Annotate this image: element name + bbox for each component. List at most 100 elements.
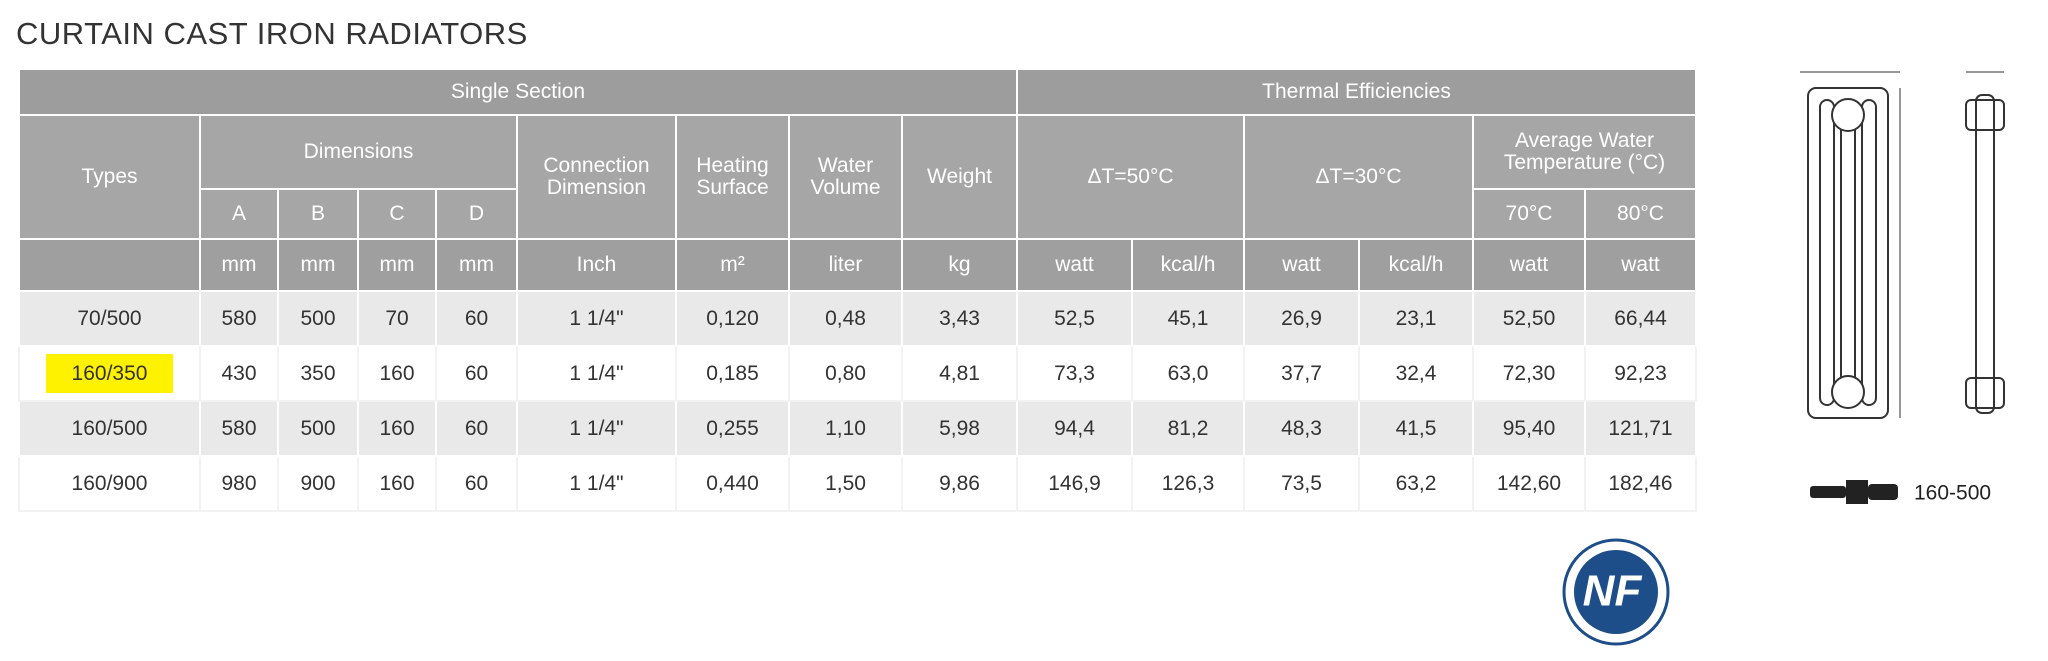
header: A — [199, 188, 279, 240]
header: B — [277, 188, 359, 240]
cell-text: 900 — [300, 471, 336, 495]
unit-header: kg — [901, 238, 1018, 292]
value-cell: 160 — [357, 345, 437, 402]
header: Weight — [901, 114, 1018, 240]
value-cell: 121,71 — [1584, 400, 1697, 457]
unit-header: watt — [1472, 238, 1586, 292]
unit-header: liter — [788, 238, 903, 292]
value-cell: 430 — [199, 345, 279, 402]
header: D — [435, 188, 518, 240]
cell-text: 41,5 — [1395, 416, 1437, 440]
cell-text: 73,3 — [1054, 361, 1095, 385]
value-cell: 580 — [199, 400, 279, 457]
cell-text: 23,1 — [1395, 306, 1437, 330]
value-cell: 48,3 — [1243, 400, 1360, 457]
value-cell: 70 — [357, 290, 437, 347]
type-cell: 160/350 — [18, 345, 201, 402]
header: 80°C — [1584, 188, 1697, 240]
value-cell: 1 1/4" — [516, 290, 677, 347]
type-cell: 160/900 — [18, 455, 201, 512]
group-header: Thermal Efficiencies — [1016, 68, 1697, 116]
value-cell: 60 — [435, 290, 518, 347]
cell-text: 60 — [464, 471, 489, 495]
value-cell: 4,81 — [901, 345, 1018, 402]
header: C — [357, 188, 437, 240]
cell-text: 95,40 — [1502, 416, 1556, 440]
value-cell: 1,10 — [788, 400, 903, 457]
value-cell: 52,5 — [1016, 290, 1133, 347]
cell-text: 126,3 — [1161, 471, 1215, 495]
cell-text: 52,5 — [1054, 306, 1095, 330]
value-cell: 72,30 — [1472, 345, 1586, 402]
cell-text: 121,71 — [1608, 416, 1673, 440]
cell-text: 0,255 — [706, 416, 759, 440]
table-row: 160/500 580 500 160 60 1 1/4" 0,255 1,10 5,98 94,… — [18, 400, 1697, 457]
header: ΔT=50°C — [1016, 114, 1245, 240]
cell-text: 0,48 — [825, 306, 866, 330]
radiator-side — [1965, 71, 2005, 414]
cell-text: 160 — [379, 416, 415, 440]
value-cell: 95,40 — [1472, 400, 1586, 457]
value-cell: 41,5 — [1358, 400, 1474, 457]
header: Dimensions — [199, 114, 518, 190]
header-blank — [18, 238, 201, 292]
cell-text: 48,3 — [1281, 416, 1322, 440]
value-cell: 66,44 — [1584, 290, 1697, 347]
cell-text: 52,50 — [1502, 306, 1556, 330]
connector-icon — [1810, 480, 1898, 504]
cell-text: 142,60 — [1496, 471, 1562, 495]
cell-text: 580 — [221, 306, 257, 330]
cell-text: 70/500 — [77, 306, 142, 330]
cell-text: 32,4 — [1395, 361, 1437, 385]
nf-logo: NF — [1562, 538, 1670, 646]
header: Types — [18, 114, 201, 240]
cell-text: 1 1/4" — [569, 306, 624, 330]
value-cell: 0,48 — [788, 290, 903, 347]
cell-text: 580 — [221, 416, 257, 440]
cell-text: 60 — [464, 361, 489, 385]
value-cell: 5,98 — [901, 400, 1018, 457]
cell-text: 500 — [300, 306, 336, 330]
cell-text: 92,23 — [1614, 361, 1667, 385]
cell-text: 160/900 — [71, 471, 148, 495]
value-cell: 9,86 — [901, 455, 1018, 512]
unit-header: watt — [1243, 238, 1360, 292]
cell-text: 1,50 — [825, 471, 866, 495]
cell-text: 500 — [300, 416, 336, 440]
cell-text: 26,9 — [1281, 306, 1322, 330]
value-cell: 1,50 — [788, 455, 903, 512]
cell-text: 73,5 — [1281, 471, 1322, 495]
value-cell: 45,1 — [1131, 290, 1245, 347]
value-cell: 146,9 — [1016, 455, 1133, 512]
cell-text: 1 1/4" — [569, 361, 624, 385]
value-cell: 3,43 — [901, 290, 1018, 347]
value-cell: 126,3 — [1131, 455, 1245, 512]
cell-text: 5,98 — [939, 416, 980, 440]
cell-text: 60 — [464, 416, 489, 440]
cell-text: 3,43 — [939, 306, 980, 330]
value-cell: 0,80 — [788, 345, 903, 402]
cell-text: 160 — [379, 361, 415, 385]
cell-text: 160/500 — [71, 416, 148, 440]
value-cell: 60 — [435, 345, 518, 402]
value-cell: 26,9 — [1243, 290, 1360, 347]
value-cell: 182,46 — [1584, 455, 1697, 512]
table-row: 160/900 980 900 160 60 1 1/4" 0,440 1,50 9,86 146… — [18, 455, 1697, 512]
cell-text: 0,185 — [706, 361, 759, 385]
unit-header: kcal/h — [1131, 238, 1245, 292]
spec-table: Single Section Thermal Efficiencies Type… — [18, 68, 1697, 512]
unit-header: mm — [435, 238, 518, 292]
cell-text: 160/350 — [45, 353, 174, 393]
table-row: 160/350 430 350 160 60 1 1/4" 0,185 0,80 4,81 73,… — [18, 345, 1697, 402]
cell-text: 66,44 — [1614, 306, 1667, 330]
value-cell: 0,120 — [675, 290, 790, 347]
radiator-front — [1800, 71, 1901, 419]
cell-text: 72,30 — [1502, 361, 1556, 385]
value-cell: 37,7 — [1243, 345, 1360, 402]
value-cell: 0,255 — [675, 400, 790, 457]
value-cell: 81,2 — [1131, 400, 1245, 457]
cell-text: 0,440 — [706, 471, 759, 495]
unit-header: mm — [199, 238, 279, 292]
value-cell: 900 — [277, 455, 359, 512]
